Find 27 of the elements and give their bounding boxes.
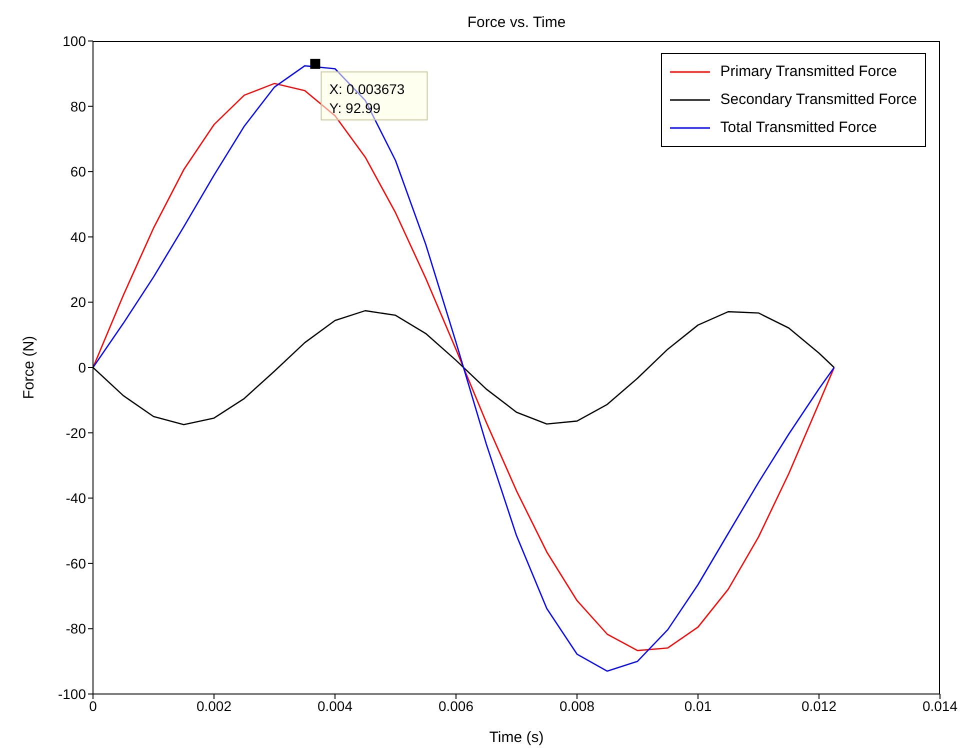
y-tick-label: -60: [66, 555, 86, 572]
x-tick-label: 0.006: [438, 698, 474, 714]
x-tick-label: 0.01: [684, 698, 712, 714]
y-tick-label: 80: [70, 98, 86, 114]
legend-label: Secondary Transmitted Force: [720, 90, 917, 110]
x-tick-label: 0: [89, 698, 98, 714]
annotation: X: 0.003673 Y: 92.99: [329, 80, 405, 116]
y-tick-label: -40: [66, 490, 86, 506]
y-tick-label: -20: [66, 424, 86, 441]
legend-label: Primary Transmitted Force: [720, 62, 897, 82]
y-tick-label: 60: [70, 164, 86, 180]
y-tick-label: 20: [70, 294, 86, 310]
y-tick-label: -100: [58, 686, 86, 702]
x-axis-title: Time (s): [489, 729, 544, 746]
y-tick-label: 100: [62, 32, 86, 49]
legend-label: Total Transmitted Force: [720, 118, 877, 138]
y-axis-title: Force (N): [20, 336, 38, 400]
y-tick-label: -80: [66, 620, 86, 637]
y-tick-label: 40: [70, 228, 86, 245]
chart-title: Force vs. Time: [466, 14, 567, 31]
x-tick-label: 0.008: [559, 698, 595, 714]
x-tick-label: 0.012: [801, 698, 837, 714]
y-tick-label: 0: [78, 359, 86, 376]
x-tick-label: 0.014: [922, 698, 958, 714]
x-tick-label: 0.004: [317, 698, 353, 714]
x-tick-label: 0.002: [196, 698, 232, 714]
datatip-box: X: 0.003673 Y: 92.99: [320, 71, 428, 120]
